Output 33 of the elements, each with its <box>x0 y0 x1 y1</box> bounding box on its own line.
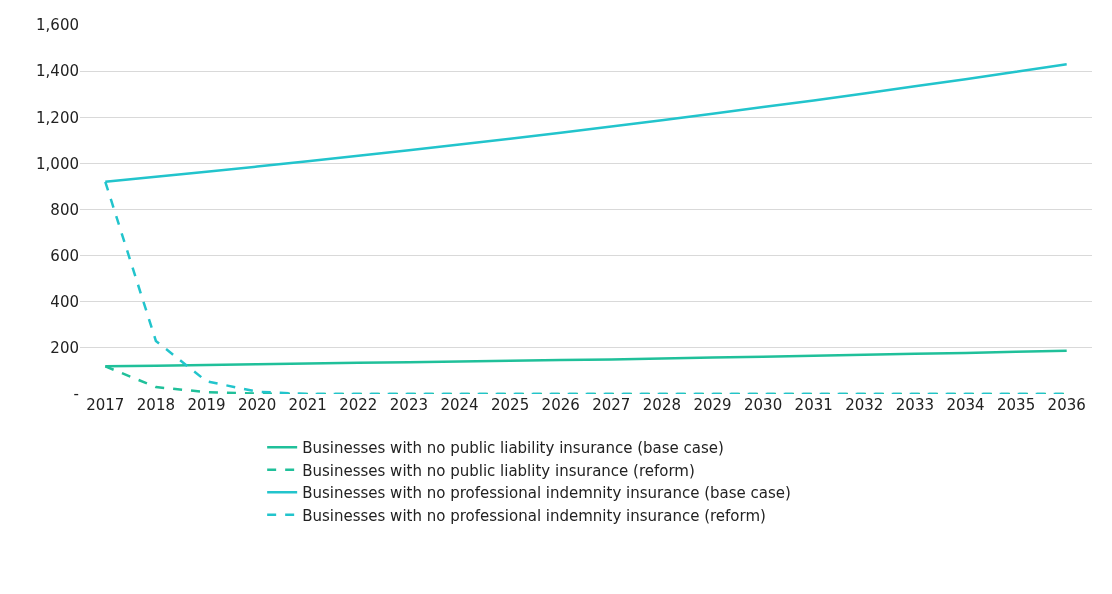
y-tick-label: 1,400 <box>36 62 79 81</box>
x-tick-label: 2028 <box>642 396 681 414</box>
x-tick-label: 2035 <box>997 396 1036 414</box>
x-tick-label: 2026 <box>541 396 580 414</box>
x-tick-label: 2027 <box>592 396 631 414</box>
x-tick-label: 2034 <box>946 396 985 414</box>
x-tick-label: 2033 <box>895 396 934 414</box>
x-tick-label: 2023 <box>389 396 428 414</box>
y-tick-label: 200 <box>50 339 79 358</box>
legend-label: Businesses with no professional indemnity insurance (reform) <box>302 506 766 525</box>
legend-label: Businesses with no public liablity insurance (reform) <box>302 461 695 480</box>
y-tick-label: - <box>73 385 79 404</box>
x-tick-label: 2032 <box>845 396 884 414</box>
x-tick-label: 2017 <box>86 396 125 414</box>
x-tick-label: 2021 <box>288 396 327 414</box>
x-tick-label: 2029 <box>693 396 732 414</box>
x-tick-label: 2022 <box>339 396 378 414</box>
y-tick-label: 1,600 <box>36 16 79 35</box>
x-tick-label: 2020 <box>238 396 277 414</box>
x-tick-label: 2025 <box>491 396 530 414</box>
legend-label: Businesses with no public liability insurance (base case) <box>302 439 724 457</box>
y-tick-label: 1,000 <box>36 154 79 173</box>
x-tick-label: 2019 <box>187 396 226 414</box>
y-tick-label: 1,200 <box>36 108 79 127</box>
x-tick-label: 2018 <box>136 396 175 414</box>
y-tick-label: 800 <box>50 200 79 219</box>
legend-label: Businesses with no professional indemnity insurance (base case) <box>302 484 791 502</box>
x-tick-label: 2024 <box>440 396 479 414</box>
x-tick-label: 2031 <box>794 396 833 414</box>
y-tick-label: 600 <box>50 246 79 265</box>
x-tick-label: 2030 <box>744 396 783 414</box>
x-tick-label: 2036 <box>1047 396 1086 414</box>
y-tick-label: 400 <box>50 293 79 311</box>
